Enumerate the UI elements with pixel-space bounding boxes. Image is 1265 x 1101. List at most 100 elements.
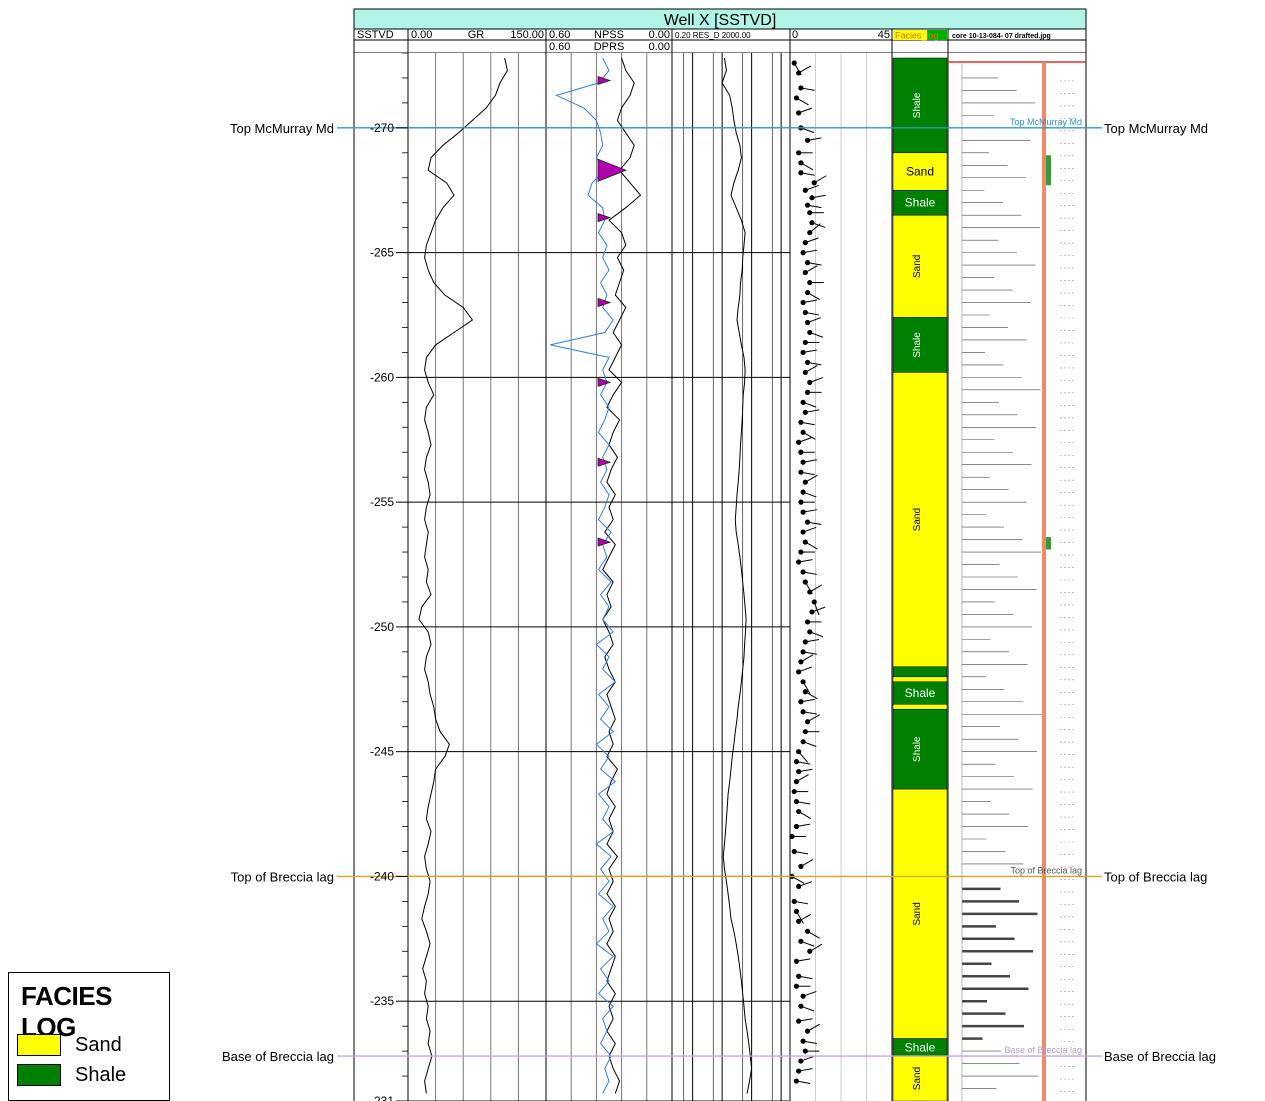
dip-point bbox=[807, 210, 813, 216]
dprs-max-label: 0.00 bbox=[649, 41, 670, 53]
dip-point bbox=[793, 823, 800, 830]
facies-label: Shale bbox=[905, 686, 936, 700]
core-depth-bar bbox=[1042, 62, 1046, 1101]
dip-point bbox=[800, 489, 806, 495]
dip-point bbox=[807, 629, 813, 635]
legend-item-shale: Shale bbox=[17, 1063, 126, 1087]
dip-point bbox=[796, 769, 802, 775]
core-track-label: core 10-13-084- 07 drafted.jpg bbox=[952, 33, 1051, 40]
depth-tick-label: -270 bbox=[370, 121, 394, 135]
dip-point bbox=[804, 319, 811, 326]
facies-interval-sand bbox=[892, 214, 948, 318]
res-curve bbox=[721, 57, 753, 1094]
depth-tick-label: -245 bbox=[370, 745, 394, 759]
dip-point bbox=[800, 649, 806, 655]
dip-point bbox=[807, 948, 813, 954]
dip-point bbox=[804, 389, 811, 395]
facies-interval-sand bbox=[892, 1055, 948, 1101]
gr-min-label: 0.00 bbox=[411, 29, 432, 41]
dip-min-label: 0 bbox=[792, 29, 798, 41]
dip-point bbox=[804, 260, 811, 266]
dip-point bbox=[804, 137, 811, 143]
depth-tick-label: -260 bbox=[370, 370, 394, 384]
dip-point bbox=[796, 70, 802, 76]
dip-point bbox=[804, 519, 811, 525]
chart-title: Well X [SSTVD] bbox=[664, 12, 777, 29]
facies-header-sand bbox=[893, 30, 927, 40]
crossover-fill bbox=[597, 377, 612, 387]
dip-point bbox=[798, 549, 804, 555]
dip-point bbox=[802, 729, 808, 735]
core-marker-green bbox=[1046, 155, 1051, 186]
facies-label: Sand bbox=[912, 902, 923, 925]
dip-point bbox=[796, 110, 802, 116]
track-header-row bbox=[353, 28, 1087, 54]
dip-point bbox=[798, 449, 804, 455]
dip-point bbox=[798, 85, 804, 91]
depth-track-label: SSTVD bbox=[357, 29, 394, 41]
core-marker-green bbox=[1046, 537, 1051, 550]
dip-point bbox=[791, 788, 797, 795]
facies-interval-sand bbox=[892, 372, 948, 668]
dip-point bbox=[796, 1068, 802, 1074]
dip-point bbox=[802, 309, 808, 316]
dipmeter-track bbox=[789, 60, 827, 1084]
dip-point bbox=[793, 983, 800, 989]
dip-point bbox=[800, 509, 806, 515]
facies-track-label: Facies_log bbox=[895, 31, 939, 41]
dip-point bbox=[804, 202, 811, 208]
dip-point bbox=[796, 559, 802, 565]
facies-label: Sand bbox=[912, 508, 923, 531]
crossover-fill bbox=[597, 75, 612, 86]
facies-track: Shale Sand Shale Sand Shale Sand Shale Shale San… bbox=[892, 57, 948, 1101]
dip-point bbox=[800, 739, 806, 745]
dip-point bbox=[789, 833, 795, 840]
dip-point bbox=[793, 908, 800, 914]
dprs-min-label: 0.60 bbox=[549, 41, 570, 53]
marker-label-left: Base of Breccia lag bbox=[222, 1049, 334, 1064]
dip-point bbox=[796, 918, 802, 924]
legend-label-sand: Sand bbox=[75, 1033, 122, 1056]
dip-point bbox=[804, 928, 811, 934]
dip-point bbox=[800, 459, 806, 465]
dip-point bbox=[802, 1048, 808, 1054]
dip-point bbox=[798, 419, 804, 425]
depth-tick-label: -265 bbox=[370, 246, 394, 260]
dip-point bbox=[802, 689, 808, 695]
depth-tick-label: -235 bbox=[370, 994, 394, 1008]
dip-point bbox=[807, 279, 813, 286]
facies-interval-shale bbox=[892, 317, 948, 373]
dprs-curve bbox=[602, 57, 642, 1094]
dip-point bbox=[793, 798, 800, 805]
dip-max-label: 45 bbox=[878, 29, 890, 41]
dip-point bbox=[800, 250, 806, 256]
legend-item-sand: Sand bbox=[17, 1033, 122, 1057]
dip-point bbox=[802, 339, 808, 346]
dip-point bbox=[796, 883, 802, 890]
dip-point bbox=[800, 529, 806, 535]
npss-curve bbox=[550, 57, 617, 1094]
facies-interval-shale bbox=[892, 666, 948, 678]
npss-name-label: NPSS bbox=[594, 29, 624, 41]
dip-point bbox=[804, 719, 811, 725]
dip-point bbox=[798, 1058, 804, 1064]
facies-label: Shale bbox=[912, 736, 923, 762]
facies-interval-sand bbox=[892, 788, 948, 1039]
dip-point bbox=[800, 569, 806, 575]
facies-interval-shale bbox=[892, 708, 948, 790]
facies-interval-sand bbox=[892, 152, 948, 191]
dip-point bbox=[798, 160, 804, 166]
facies-label: Shale bbox=[912, 92, 923, 118]
dip-point bbox=[798, 170, 804, 176]
dip-point bbox=[800, 1038, 806, 1044]
facies-label: Sand bbox=[912, 1067, 923, 1090]
dip-point bbox=[800, 399, 806, 405]
crossover-fill bbox=[597, 213, 612, 223]
dip-point bbox=[798, 659, 804, 665]
facies-legend: FACIES LOG Sand Shale bbox=[8, 972, 170, 1101]
dip-point bbox=[798, 499, 804, 505]
dprs-name-label: DPRS bbox=[594, 41, 625, 53]
dip-point bbox=[807, 230, 813, 236]
dip-point bbox=[798, 938, 804, 944]
dip-point bbox=[793, 958, 800, 964]
